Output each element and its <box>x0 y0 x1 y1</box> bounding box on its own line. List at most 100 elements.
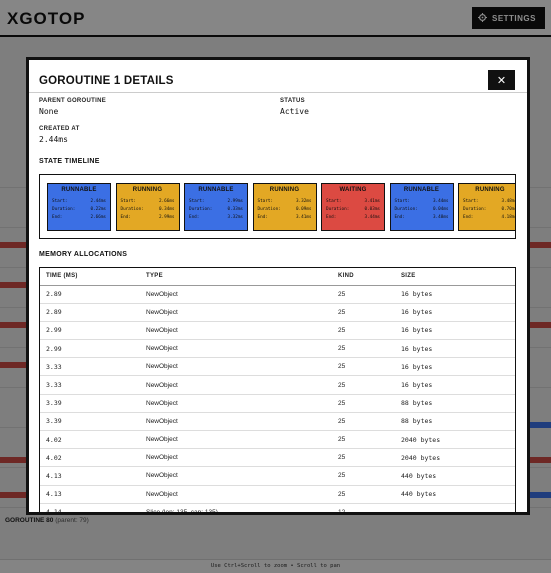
cell-size: 16 bytes <box>395 321 515 341</box>
column-header-time: TIME (MS) <box>40 268 140 286</box>
state-end-row: End: 3.48ms <box>394 215 449 220</box>
app-header: XGOTOP SETTINGS <box>0 0 551 37</box>
cell-size: 88 bytes <box>395 412 515 432</box>
cell-time: 4.13 <box>40 485 140 504</box>
state-card[interactable]: RUNNABLE Start: 2.99ms Duration: 0.33ms End: 3… <box>184 183 248 231</box>
cell-kind: 25 <box>332 285 395 304</box>
cell-type: NewObject <box>140 485 332 504</box>
cell-size: 2040 bytes <box>395 430 515 450</box>
cell-time: 4.14 <box>40 503 140 512</box>
cell-size: 16 bytes <box>395 303 515 322</box>
state-name: RUNNING <box>132 187 163 193</box>
cell-kind: 25 <box>332 303 395 322</box>
table-row[interactable]: 4.13 NewObject 25 440 bytes <box>40 466 515 486</box>
state-timeline[interactable]: RUNNABLE Start: 2.44ms Duration: 0.22ms End: 2… <box>39 174 516 239</box>
state-end-row: End: 2.99ms <box>120 215 175 220</box>
column-header-kind: KIND <box>332 268 395 286</box>
state-name: RUNNABLE <box>61 187 97 193</box>
state-duration-row: Duration: 0.33ms <box>189 207 243 212</box>
memory-allocations-table[interactable]: TIME (MS) TYPE KIND SIZE 2.89 NewObject 25… <box>39 267 516 512</box>
cell-kind: 25 <box>332 375 395 395</box>
cell-type: NewObject <box>140 394 332 413</box>
gear-icon <box>477 12 487 24</box>
state-duration-row: Duration: 0.34ms <box>120 207 175 212</box>
table-row[interactable]: 3.33 NewObject 25 16 bytes <box>40 375 515 395</box>
cell-kind: 25 <box>332 485 395 504</box>
state-duration-row: Duration: 0.04ms <box>394 207 449 212</box>
cell-size: 88 bytes <box>395 394 515 413</box>
background-goroutine-label: GOROUTINE 80 (parent: 79) <box>5 517 89 524</box>
cell-type: NewObject <box>140 448 332 468</box>
cell-time: 4.02 <box>40 448 140 468</box>
cell-type: NewObject <box>140 357 332 377</box>
table-row[interactable]: 2.89 NewObject 25 16 bytes <box>40 303 515 322</box>
cell-kind: 12 <box>332 503 395 512</box>
cell-time: 2.89 <box>40 303 140 322</box>
cell-time: 4.13 <box>40 466 140 486</box>
table-row[interactable]: 2.99 NewObject 25 16 bytes <box>40 321 515 341</box>
cell-type: NewObject <box>140 466 332 486</box>
table-row[interactable]: 4.02 NewObject 25 2040 bytes <box>40 430 515 450</box>
created-at-label: CREATED AT <box>39 126 80 132</box>
cell-size: 16 bytes <box>395 339 515 359</box>
cell-kind: 25 <box>332 339 395 359</box>
state-card[interactable]: RUNNING Start: 3.32ms Duration: 0.09ms End: 3.… <box>252 183 317 231</box>
cell-time: 2.99 <box>40 339 140 359</box>
cell-time: 3.33 <box>40 357 140 377</box>
cell-time: 3.39 <box>40 394 140 413</box>
cell-kind: 25 <box>332 430 395 450</box>
cell-type: NewObject <box>140 321 332 341</box>
table-row[interactable]: 4.13 NewObject 25 440 bytes <box>40 485 515 504</box>
table-header-row: TIME (MS) TYPE KIND SIZE <box>40 268 515 286</box>
memory-allocations-title: MEMORY ALLOCATIONS <box>39 251 128 258</box>
table-row[interactable]: 3.39 NewObject 25 88 bytes <box>40 412 515 432</box>
cell-time: 2.99 <box>40 321 140 341</box>
state-name: RUNNABLE <box>403 187 440 193</box>
state-duration-row: Duration: 0.03ms <box>326 207 380 212</box>
cell-size: 440 bytes <box>395 466 515 486</box>
state-start-row: Start: 3.32ms <box>257 199 312 204</box>
cell-type: NewObject <box>140 412 332 432</box>
state-duration-row: Duration: 0.70ms <box>463 207 516 212</box>
settings-button[interactable]: SETTINGS <box>471 7 545 29</box>
cell-kind: 25 <box>332 412 395 432</box>
state-duration-row: Duration: 0.09ms <box>257 207 312 212</box>
cell-type: Slice (len: 135, cap: 135) <box>140 503 332 512</box>
state-timeline-title: STATE TIMELINE <box>39 158 100 165</box>
cell-time: 3.33 <box>40 375 140 395</box>
column-header-size: SIZE <box>395 268 515 286</box>
state-card[interactable]: RUNNABLE Start: 2.44ms Duration: 0.22ms End: 2… <box>47 183 111 231</box>
state-end-row: End: 3.32ms <box>189 215 243 220</box>
state-end-row: End: 3.44ms <box>326 215 380 220</box>
created-at-value: 2.44ms <box>39 135 68 144</box>
state-name: RUNNABLE <box>198 187 234 193</box>
table-row[interactable]: 4.02 NewObject 25 2040 bytes <box>40 448 515 468</box>
table-row[interactable]: 2.89 NewObject 25 16 bytes <box>40 285 515 304</box>
table-row[interactable]: 4.14 Slice (len: 135, cap: 135) 12– <box>40 503 515 512</box>
state-card[interactable]: RUNNABLE Start: 3.44ms Duration: 0.04ms End: 3… <box>389 183 454 231</box>
cell-time: 3.39 <box>40 412 140 432</box>
state-start-row: Start: 2.66ms <box>120 199 175 204</box>
cell-size: – <box>395 503 515 512</box>
state-card[interactable]: RUNNING Start: 3.48ms Duration: 0.70ms End: 4.… <box>458 183 516 231</box>
cell-time: 4.02 <box>40 430 140 450</box>
cell-type: NewObject <box>140 285 332 304</box>
table-row[interactable]: 3.39 NewObject 25 88 bytes <box>40 394 515 413</box>
cell-size: 440 bytes <box>395 485 515 504</box>
cell-type: NewObject <box>140 375 332 395</box>
settings-label: SETTINGS <box>491 13 536 23</box>
column-header-type: TYPE <box>140 268 332 286</box>
state-start-row: Start: 2.99ms <box>189 199 243 204</box>
table-row[interactable]: 2.99 NewObject 25 16 bytes <box>40 339 515 359</box>
state-start-row: Start: 2.44ms <box>52 199 106 204</box>
cell-kind: 25 <box>332 394 395 413</box>
app-title: XGOTOP <box>7 9 86 28</box>
state-end-row: End: 3.41ms <box>257 215 312 220</box>
cell-type: NewObject <box>140 339 332 359</box>
cell-kind: 25 <box>332 357 395 377</box>
state-card[interactable]: RUNNING Start: 2.66ms Duration: 0.34ms End: 2.… <box>115 183 180 231</box>
table-row[interactable]: 3.33 NewObject 25 16 bytes <box>40 357 515 377</box>
divider <box>29 92 527 93</box>
state-card[interactable]: WAITING Start: 3.41ms Duration: 0.03ms End: 3.… <box>321 183 385 231</box>
close-button[interactable]: ✕ <box>488 70 515 90</box>
